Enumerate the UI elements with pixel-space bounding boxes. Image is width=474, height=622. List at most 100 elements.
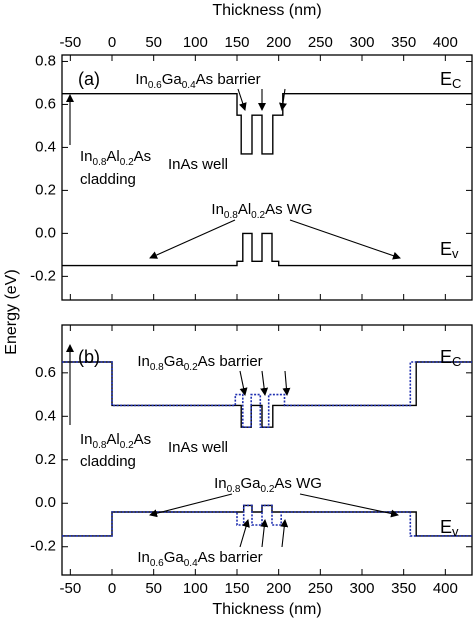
- arrow: [260, 519, 269, 548]
- annotation-part: InAs well: [168, 439, 228, 456]
- y-tick-label: 0.6: [35, 95, 56, 112]
- x-tick-label: 100: [183, 34, 208, 51]
- annotation-part: 0.2: [261, 484, 275, 495]
- annotation: InAs well: [168, 156, 228, 173]
- band-edge-line: [62, 93, 472, 155]
- annotation: EC: [440, 69, 461, 92]
- annotation-part: E: [440, 239, 452, 259]
- annotation: (b): [78, 347, 100, 367]
- arrow: [279, 88, 287, 111]
- annotation-part: 0.4: [184, 558, 198, 569]
- arrow: [239, 519, 250, 548]
- annotation-part: C: [452, 354, 461, 369]
- annotation: Ev: [440, 517, 459, 540]
- annotation-part: InAs well: [168, 156, 228, 173]
- arrow: [282, 370, 291, 396]
- y-tick-label: 0.0: [35, 494, 56, 511]
- arrow: [299, 493, 399, 518]
- annotation-part: As WG: [265, 201, 313, 218]
- annotation: InAs well: [168, 439, 228, 456]
- annotation-part: In: [135, 71, 148, 88]
- annotation-part: Al: [106, 148, 119, 165]
- annotation-part: 0.8: [150, 362, 164, 373]
- annotation-part: In: [137, 353, 150, 370]
- plot-frame: [61, 54, 473, 301]
- x-tick-label: 100: [183, 580, 208, 597]
- annotation-part: 0.8: [227, 484, 241, 495]
- x-tick-label: 200: [266, 580, 291, 597]
- annotation-part: In: [137, 549, 150, 566]
- arrow: [239, 370, 248, 396]
- band-edge-line: [62, 361, 472, 428]
- annotation: In0.6Ga0.4As barrier: [137, 549, 262, 569]
- annotation-part: Al: [238, 201, 251, 218]
- annotation-part: (a): [78, 69, 100, 89]
- x-tick-label: 300: [349, 34, 374, 51]
- annotation-part: 0.2: [120, 440, 134, 451]
- annotation-part: C: [452, 76, 461, 91]
- annotation-part: E: [440, 517, 452, 537]
- annotation-part: 0.8: [93, 157, 107, 168]
- annotation-part: 0.2: [184, 362, 198, 373]
- x-tick-label: 350: [391, 34, 416, 51]
- x-tick-label: 0: [108, 34, 116, 51]
- y-tick-label: 0.2: [35, 181, 56, 198]
- x-tick-label: -50: [59, 580, 81, 597]
- annotation: cladding: [80, 171, 136, 188]
- band-edge-line: [62, 232, 472, 267]
- annotation: In0.8Ga0.2As WG: [214, 475, 322, 495]
- y-tick-label: 0.4: [35, 138, 56, 155]
- arrow: [149, 493, 233, 518]
- x-tick-label: -50: [59, 34, 81, 51]
- x-tick-label: 150: [224, 580, 249, 597]
- x-tick-label: 400: [433, 580, 458, 597]
- annotation: cladding: [80, 453, 136, 470]
- annotation-part: As barrier: [196, 71, 261, 88]
- annotation: In0.8Al0.2As: [80, 431, 151, 451]
- x-axis-title: Thickness (nm): [212, 2, 321, 19]
- arrow: [289, 219, 401, 260]
- annotation-part: As barrier: [198, 353, 263, 370]
- x-tick-label: 400: [433, 34, 458, 51]
- annotation-part: v: [452, 524, 459, 539]
- annotation: Ev: [440, 239, 459, 262]
- y-tick-label: -0.2: [30, 267, 56, 284]
- x-tick-label: 250: [308, 34, 333, 51]
- x-tick-label: 250: [308, 580, 333, 597]
- annotation-part: Ga: [162, 71, 183, 88]
- annotation-part: 0.8: [93, 440, 107, 451]
- y-tick-label: 0.4: [35, 407, 56, 424]
- annotation-part: 0.6: [150, 558, 164, 569]
- annotation-part: Ga: [164, 549, 185, 566]
- x-tick-label: 350: [391, 580, 416, 597]
- x-tick-label: 0: [108, 580, 116, 597]
- annotation-part: 0.2: [120, 157, 134, 168]
- annotation: (a): [78, 69, 100, 89]
- annotation-part: (b): [78, 347, 100, 367]
- annotation-part: 0.4: [182, 80, 196, 91]
- annotation: In0.8Ga0.2As barrier: [137, 353, 262, 373]
- annotation-part: As: [134, 148, 152, 165]
- plot-frame: [61, 324, 473, 576]
- annotation-part: 0.6: [148, 80, 162, 91]
- arrow: [149, 219, 236, 259]
- annotation: EC: [440, 347, 461, 370]
- arrow: [237, 88, 247, 111]
- x-tick-label: 50: [145, 34, 162, 51]
- band-edge-line: [62, 504, 472, 537]
- annotation-part: As WG: [274, 475, 322, 492]
- annotation-part: E: [440, 347, 452, 367]
- annotation: In0.8Al0.2As WG: [211, 201, 312, 221]
- annotation-part: 0.2: [251, 210, 265, 221]
- y-tick-label: 0.6: [35, 364, 56, 381]
- annotation-part: 0.8: [224, 210, 238, 221]
- annotation: In0.8Al0.2As: [80, 148, 151, 168]
- annotation-part: In: [80, 431, 93, 448]
- arrow: [260, 370, 269, 396]
- arrow: [280, 519, 289, 548]
- y-tick-label: 0.8: [35, 52, 56, 69]
- annotation-part: cladding: [80, 453, 136, 470]
- annotation-part: Ga: [241, 475, 262, 492]
- annotation-part: In: [80, 148, 93, 165]
- annotation-part: In: [211, 201, 224, 218]
